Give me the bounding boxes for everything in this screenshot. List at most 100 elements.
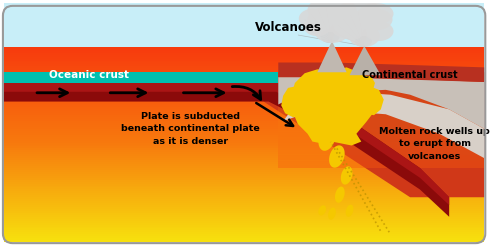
Polygon shape bbox=[278, 126, 484, 129]
Polygon shape bbox=[4, 199, 484, 201]
Polygon shape bbox=[346, 205, 354, 217]
Polygon shape bbox=[4, 150, 484, 152]
Polygon shape bbox=[4, 83, 449, 205]
Polygon shape bbox=[356, 85, 384, 115]
Polygon shape bbox=[4, 78, 484, 80]
Polygon shape bbox=[4, 146, 484, 148]
Polygon shape bbox=[278, 75, 484, 129]
Polygon shape bbox=[4, 232, 484, 234]
Text: Plate is subducted
beneath continental plate
as it is denser: Plate is subducted beneath continental p… bbox=[121, 112, 260, 146]
Polygon shape bbox=[278, 135, 484, 139]
Polygon shape bbox=[4, 143, 484, 144]
Polygon shape bbox=[278, 83, 484, 87]
Polygon shape bbox=[4, 137, 484, 139]
Polygon shape bbox=[4, 201, 484, 203]
Polygon shape bbox=[278, 70, 484, 73]
Ellipse shape bbox=[308, 7, 346, 32]
Polygon shape bbox=[4, 117, 484, 119]
Polygon shape bbox=[4, 102, 484, 104]
Polygon shape bbox=[278, 77, 484, 80]
Polygon shape bbox=[4, 184, 484, 186]
Polygon shape bbox=[4, 139, 484, 141]
Polygon shape bbox=[4, 113, 484, 115]
Polygon shape bbox=[335, 187, 344, 203]
Polygon shape bbox=[4, 94, 484, 96]
Polygon shape bbox=[329, 145, 344, 168]
Polygon shape bbox=[4, 168, 484, 170]
Polygon shape bbox=[264, 72, 484, 197]
Polygon shape bbox=[4, 240, 484, 242]
Polygon shape bbox=[4, 131, 484, 133]
Polygon shape bbox=[4, 3, 484, 242]
Polygon shape bbox=[4, 197, 484, 199]
Polygon shape bbox=[4, 227, 484, 229]
FancyBboxPatch shape bbox=[3, 6, 486, 243]
Polygon shape bbox=[4, 182, 484, 184]
Polygon shape bbox=[4, 160, 484, 162]
Polygon shape bbox=[4, 217, 484, 219]
Polygon shape bbox=[278, 139, 484, 142]
Polygon shape bbox=[318, 205, 326, 215]
Polygon shape bbox=[4, 76, 484, 78]
Polygon shape bbox=[4, 187, 484, 189]
Polygon shape bbox=[4, 234, 484, 236]
Ellipse shape bbox=[339, 22, 364, 40]
Ellipse shape bbox=[304, 17, 331, 36]
Polygon shape bbox=[278, 62, 484, 82]
Polygon shape bbox=[4, 174, 484, 176]
Polygon shape bbox=[278, 96, 484, 100]
Polygon shape bbox=[4, 66, 484, 68]
Ellipse shape bbox=[299, 9, 326, 28]
Polygon shape bbox=[278, 103, 484, 106]
Text: Continental crust: Continental crust bbox=[362, 70, 458, 80]
Polygon shape bbox=[4, 230, 484, 232]
Polygon shape bbox=[4, 55, 484, 57]
Text: Volcanoes: Volcanoes bbox=[254, 21, 322, 34]
Polygon shape bbox=[4, 86, 484, 88]
Polygon shape bbox=[4, 166, 484, 168]
Polygon shape bbox=[4, 238, 484, 240]
Polygon shape bbox=[4, 133, 484, 135]
Polygon shape bbox=[4, 92, 484, 94]
Polygon shape bbox=[350, 46, 381, 75]
Polygon shape bbox=[4, 236, 484, 238]
Polygon shape bbox=[291, 67, 376, 145]
Ellipse shape bbox=[364, 21, 394, 41]
Polygon shape bbox=[4, 205, 484, 207]
Polygon shape bbox=[278, 155, 484, 158]
Polygon shape bbox=[4, 127, 484, 129]
Polygon shape bbox=[4, 88, 484, 90]
Polygon shape bbox=[4, 59, 484, 61]
Ellipse shape bbox=[360, 9, 392, 30]
Polygon shape bbox=[360, 27, 367, 46]
Polygon shape bbox=[4, 106, 484, 107]
Polygon shape bbox=[4, 191, 484, 193]
Polygon shape bbox=[4, 180, 484, 182]
Polygon shape bbox=[278, 73, 484, 77]
Polygon shape bbox=[4, 49, 484, 51]
Polygon shape bbox=[4, 211, 484, 213]
Polygon shape bbox=[4, 186, 484, 187]
Polygon shape bbox=[278, 129, 484, 132]
Polygon shape bbox=[4, 207, 484, 209]
Polygon shape bbox=[4, 70, 484, 72]
Ellipse shape bbox=[320, 29, 340, 43]
Polygon shape bbox=[4, 223, 484, 225]
Ellipse shape bbox=[342, 11, 381, 36]
Polygon shape bbox=[318, 41, 346, 72]
Polygon shape bbox=[278, 93, 484, 96]
Polygon shape bbox=[4, 82, 484, 84]
Polygon shape bbox=[4, 154, 484, 156]
Polygon shape bbox=[278, 161, 484, 165]
Polygon shape bbox=[4, 144, 484, 146]
Polygon shape bbox=[4, 72, 278, 83]
Polygon shape bbox=[4, 104, 484, 106]
Polygon shape bbox=[4, 170, 484, 172]
Polygon shape bbox=[278, 158, 484, 161]
Polygon shape bbox=[4, 111, 484, 113]
Polygon shape bbox=[328, 23, 335, 41]
Polygon shape bbox=[278, 165, 484, 168]
Polygon shape bbox=[4, 176, 484, 178]
Polygon shape bbox=[4, 68, 484, 70]
Text: Oceanic crust: Oceanic crust bbox=[49, 70, 129, 80]
